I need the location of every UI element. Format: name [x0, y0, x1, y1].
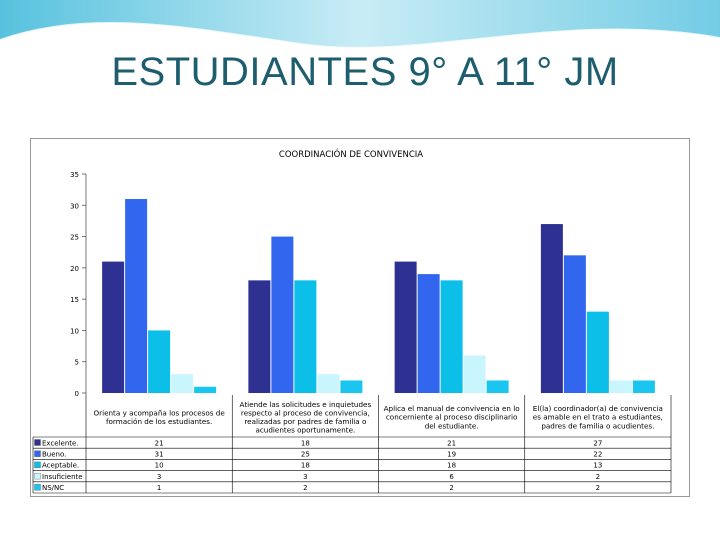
bar [486, 380, 509, 393]
bar [148, 330, 171, 393]
data-table-value: 22 [593, 451, 602, 459]
bar [609, 380, 632, 393]
legend-label: Aceptable. [42, 462, 79, 470]
data-table-value: 2 [596, 484, 600, 492]
data-table-value: 2 [449, 484, 453, 492]
data-table-value: 3 [303, 473, 307, 481]
y-tick-label: 10 [70, 327, 79, 335]
y-tick-label: 35 [70, 171, 79, 179]
data-table-value: 6 [449, 473, 454, 481]
chart-title: COORDINACIÓN DE CONVIVENCIA [279, 148, 423, 160]
data-table-value: 21 [447, 439, 456, 447]
bar [340, 380, 363, 393]
legend-label: Excelente. [42, 439, 79, 447]
data-table-value: 21 [155, 439, 164, 447]
legend-swatch [34, 484, 41, 491]
bar [102, 261, 125, 393]
y-tick-label: 15 [70, 296, 79, 304]
header-wave-decoration [0, 0, 720, 49]
data-table-value: 3 [157, 473, 161, 481]
x-category-label: Aplica el manual de convivencia en lo con… [384, 404, 520, 430]
data-table-value: 27 [593, 439, 602, 447]
data-table-value: 31 [155, 451, 164, 459]
data-table-value: 18 [447, 462, 456, 470]
legend-swatch [34, 450, 41, 457]
y-tick-label: 30 [70, 202, 79, 210]
bar [294, 280, 317, 393]
data-table-value: 18 [301, 462, 310, 470]
data-table-value: 19 [447, 451, 456, 459]
legend-swatch [34, 472, 41, 480]
bar [317, 374, 340, 393]
bar [563, 255, 586, 393]
y-tick-label: 5 [75, 359, 79, 367]
data-table-value: 1 [157, 484, 161, 492]
bar [463, 355, 486, 393]
legend-label: NS/NC [42, 484, 64, 492]
bar-chart: COORDINACIÓN DE CONVIVENCIA 0 5 10 15 20 25 30 3… [32, 148, 672, 494]
bar [125, 199, 148, 393]
y-tick-label: 0 [75, 390, 79, 398]
bar [440, 280, 463, 393]
bar [586, 311, 609, 393]
slide-title: ESTUDIANTES 9° A 11° JM [111, 50, 619, 94]
legend-label: Bueno. [42, 451, 66, 459]
bar [394, 261, 417, 393]
bar [540, 224, 563, 393]
bar [271, 236, 294, 393]
x-category-label: Orienta y acompaña los procesos de formac… [93, 408, 225, 426]
bar [632, 380, 655, 393]
legend-swatch [34, 461, 41, 469]
data-table-value: 2 [596, 473, 600, 481]
bar [417, 274, 440, 393]
bar [171, 374, 194, 393]
data-table-value: 10 [155, 462, 164, 470]
x-category-label: El(la) coordinador(a) de convivencia es a… [533, 404, 663, 430]
data-table-value: 13 [593, 462, 602, 470]
chart-frame: COORDINACIÓN DE CONVIVENCIA 0 5 10 15 20 25 30 3… [30, 138, 690, 497]
data-table-value: 25 [301, 451, 310, 459]
data-table-value: 2 [303, 484, 307, 492]
y-tick-label: 25 [70, 234, 79, 242]
y-tick-label: 20 [70, 265, 79, 273]
data-table-value: 18 [301, 439, 310, 447]
bar [194, 386, 217, 393]
x-category-label: Atiende las solicitudes e inquietudes res… [240, 400, 372, 435]
bar [248, 280, 271, 393]
legend-label: Insuficiente [42, 473, 83, 481]
legend-swatch [34, 439, 41, 446]
